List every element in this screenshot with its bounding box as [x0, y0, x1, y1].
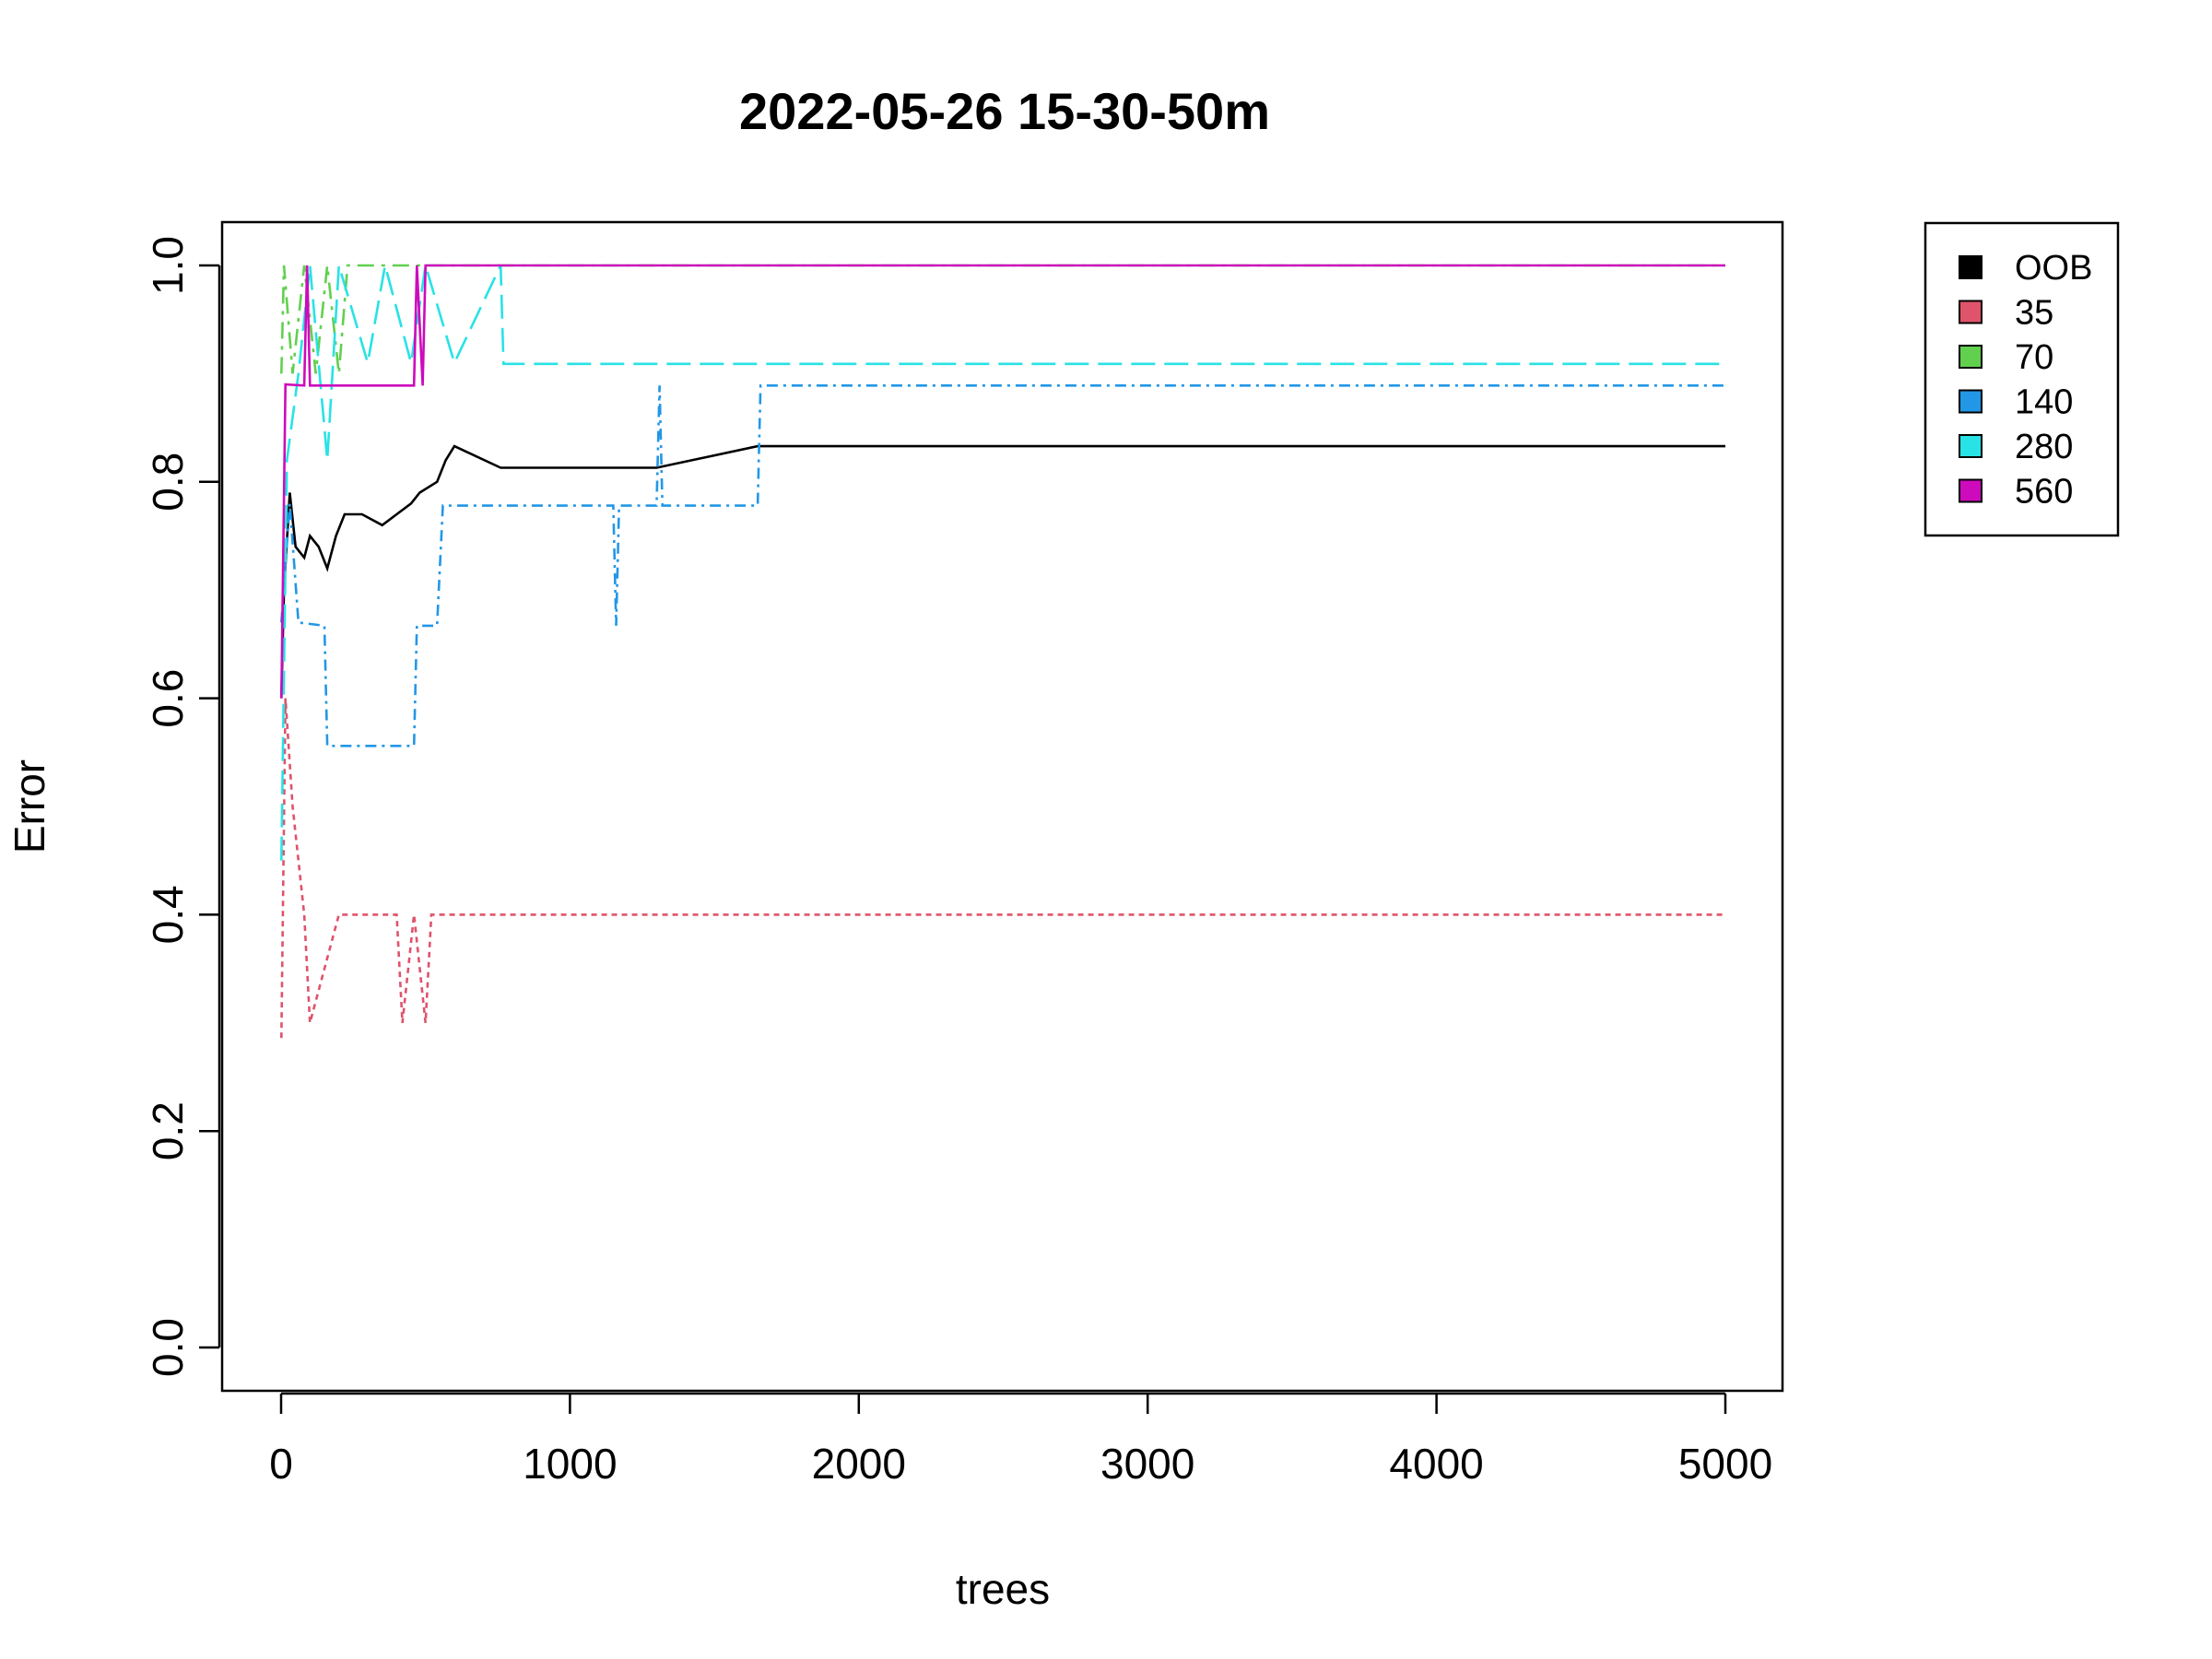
x-axis: 0 1000 2000 3000 4000 5000 — [269, 1392, 1772, 1488]
legend-label-280: 280 — [2015, 428, 2073, 466]
series-line-OOB — [280, 444, 1725, 699]
legend-swatch-70 — [1959, 345, 1983, 369]
x-tick-label: 5000 — [1678, 1440, 1772, 1488]
x-axis-label: trees — [956, 1565, 1050, 1613]
legend-box — [1924, 221, 2120, 537]
legend-swatch-560 — [1959, 478, 1983, 503]
legend-label-560: 560 — [2015, 473, 2073, 512]
series-layer — [280, 264, 1725, 1039]
legend-swatch-OOB — [1959, 255, 1983, 279]
legend-label-70: 70 — [2015, 338, 2053, 377]
x-tick-label: 1000 — [523, 1440, 617, 1488]
legend-swatch-140 — [1959, 389, 1983, 414]
x-tick-label: 2000 — [812, 1440, 906, 1488]
y-axis: 0.0 0.2 0.4 0.6 0.8 1.0 — [144, 236, 221, 1377]
chart-title: 2022-05-26 15-30-50m — [739, 82, 1270, 140]
legend-swatch-280 — [1959, 434, 1983, 458]
y-tick-label: 0.0 — [144, 1318, 192, 1377]
y-tick-label: 0.4 — [144, 885, 192, 944]
plot-frame — [220, 220, 1784, 1393]
x-tick-label: 3000 — [1100, 1440, 1194, 1488]
legend-label-35: 35 — [2015, 294, 2053, 333]
legend-label-140: 140 — [2015, 383, 2073, 422]
series-line-560 — [280, 264, 1725, 699]
y-tick-label: 0.2 — [144, 1101, 192, 1160]
legend-label-OOB: OOB — [2015, 249, 2092, 288]
legend: OOB 35 70 140 280 560 — [1924, 221, 2120, 537]
legend-swatch-35 — [1959, 300, 1983, 324]
y-tick-label: 0.8 — [144, 453, 192, 512]
x-tick-label: 0 — [269, 1440, 293, 1488]
series-line-35 — [280, 698, 1725, 1039]
series-line-140 — [280, 384, 1725, 747]
y-axis-label: Error — [6, 759, 53, 853]
y-tick-label: 1.0 — [144, 236, 192, 295]
series-line-280 — [280, 265, 1725, 861]
x-tick-label: 4000 — [1389, 1440, 1483, 1488]
y-tick-label: 0.6 — [144, 669, 192, 728]
series-line-70 — [280, 264, 1725, 374]
